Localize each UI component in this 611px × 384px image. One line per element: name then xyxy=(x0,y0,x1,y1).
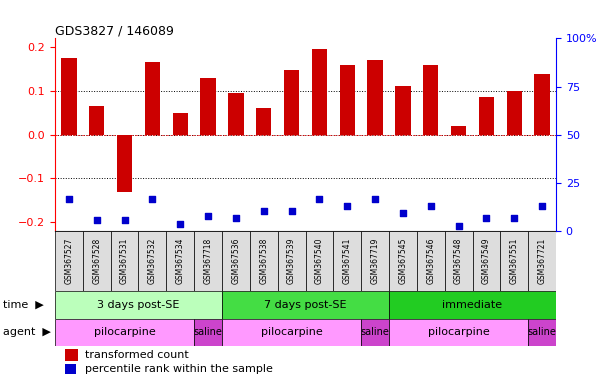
Text: 3 days post-SE: 3 days post-SE xyxy=(97,300,180,310)
Text: saline: saline xyxy=(194,328,222,338)
Text: GSM367721: GSM367721 xyxy=(538,238,547,284)
Bar xyxy=(111,231,139,291)
Text: pilocarpine: pilocarpine xyxy=(428,328,489,338)
Text: GSM367546: GSM367546 xyxy=(426,238,435,284)
Bar xyxy=(334,231,361,291)
Bar xyxy=(500,231,528,291)
Bar xyxy=(340,65,355,135)
Bar xyxy=(229,93,244,135)
Bar xyxy=(117,135,132,192)
Bar xyxy=(61,58,76,135)
Bar xyxy=(172,113,188,135)
Bar xyxy=(417,231,445,291)
Text: immediate: immediate xyxy=(442,300,503,310)
Point xyxy=(287,208,296,214)
Bar xyxy=(528,231,556,291)
Point xyxy=(454,223,464,229)
Bar xyxy=(55,291,222,319)
Text: GSM367549: GSM367549 xyxy=(482,238,491,284)
Bar xyxy=(312,49,327,135)
Bar xyxy=(395,86,411,135)
Text: GSM367551: GSM367551 xyxy=(510,238,519,284)
Bar xyxy=(389,319,528,346)
Bar xyxy=(89,106,104,135)
Text: 7 days post-SE: 7 days post-SE xyxy=(264,300,347,310)
Text: pilocarpine: pilocarpine xyxy=(261,328,323,338)
Bar xyxy=(361,231,389,291)
Bar xyxy=(139,231,166,291)
Text: saline: saline xyxy=(528,328,557,338)
Bar xyxy=(389,291,556,319)
Bar xyxy=(528,319,556,346)
Point xyxy=(147,196,157,202)
Bar xyxy=(65,349,78,361)
Bar xyxy=(389,231,417,291)
Bar xyxy=(222,231,250,291)
Point xyxy=(342,203,352,209)
Bar xyxy=(166,231,194,291)
Bar xyxy=(367,60,382,135)
Point xyxy=(315,196,324,202)
Text: saline: saline xyxy=(360,328,390,338)
Text: GSM367531: GSM367531 xyxy=(120,238,129,284)
Bar xyxy=(256,108,271,135)
Point xyxy=(510,215,519,221)
Bar xyxy=(194,231,222,291)
Point xyxy=(398,209,408,215)
Bar xyxy=(423,65,439,135)
Bar xyxy=(250,231,277,291)
Point xyxy=(120,217,130,223)
Text: GSM367532: GSM367532 xyxy=(148,238,157,284)
Text: GSM367534: GSM367534 xyxy=(176,238,185,284)
Text: GSM367536: GSM367536 xyxy=(232,238,240,284)
Point xyxy=(175,221,185,227)
Bar xyxy=(284,70,299,135)
Text: GSM367718: GSM367718 xyxy=(203,238,213,284)
Text: agent  ▶: agent ▶ xyxy=(3,328,51,338)
Text: percentile rank within the sample: percentile rank within the sample xyxy=(85,364,273,374)
Bar xyxy=(65,364,76,374)
Bar xyxy=(55,319,194,346)
Point xyxy=(64,196,74,202)
Text: GSM367527: GSM367527 xyxy=(64,238,73,284)
Text: GSM367548: GSM367548 xyxy=(454,238,463,284)
Bar xyxy=(472,231,500,291)
Bar xyxy=(145,63,160,135)
Bar xyxy=(222,319,361,346)
Point xyxy=(426,203,436,209)
Text: GSM367539: GSM367539 xyxy=(287,238,296,284)
Text: GSM367541: GSM367541 xyxy=(343,238,352,284)
Text: GSM367538: GSM367538 xyxy=(259,238,268,284)
Point xyxy=(259,208,269,214)
Bar xyxy=(55,231,83,291)
Point xyxy=(231,215,241,221)
Bar xyxy=(361,319,389,346)
Text: transformed count: transformed count xyxy=(85,350,189,360)
Text: GSM367540: GSM367540 xyxy=(315,238,324,284)
Bar xyxy=(200,78,216,135)
Point xyxy=(370,196,380,202)
Point xyxy=(481,215,491,221)
Text: GDS3827 / 146089: GDS3827 / 146089 xyxy=(55,24,174,37)
Bar xyxy=(445,231,472,291)
Text: GSM367528: GSM367528 xyxy=(92,238,101,284)
Bar xyxy=(451,126,466,135)
Bar xyxy=(194,319,222,346)
Bar xyxy=(479,98,494,135)
Text: GSM367545: GSM367545 xyxy=(398,238,408,284)
Bar xyxy=(306,231,334,291)
Text: GSM367719: GSM367719 xyxy=(371,238,379,284)
Bar xyxy=(222,291,389,319)
Bar xyxy=(83,231,111,291)
Point xyxy=(92,217,101,223)
Bar xyxy=(277,231,306,291)
Text: time  ▶: time ▶ xyxy=(3,300,44,310)
Text: pilocarpine: pilocarpine xyxy=(93,328,155,338)
Point xyxy=(537,203,547,209)
Point xyxy=(203,212,213,218)
Bar xyxy=(535,74,550,135)
Bar xyxy=(507,91,522,135)
